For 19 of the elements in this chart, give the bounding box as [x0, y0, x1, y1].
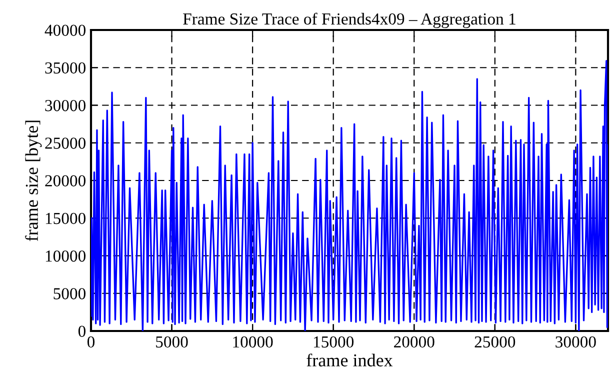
y-tick-label: 0 — [78, 326, 86, 337]
y-tick-label: 20000 — [45, 175, 86, 186]
x-axis-title: frame index — [306, 354, 393, 366]
x-tick-label: 30000 — [556, 336, 596, 348]
y-tick-label: 35000 — [45, 62, 86, 74]
x-tick-label: 5000 — [156, 336, 188, 348]
y-tick-label: 25000 — [45, 138, 86, 149]
x-tick-label: 0 — [87, 336, 95, 348]
x-tick-label: 10000 — [233, 336, 273, 348]
x-tick-label: 25000 — [474, 336, 516, 348]
x-tick-label: 20000 — [394, 336, 434, 348]
y-axis-title: frame size [byte] — [25, 120, 42, 242]
chart-title: Frame Size Trace of Friends4x09 – Aggregation 1 — [183, 12, 516, 28]
y-tick-label: 10000 — [46, 250, 86, 262]
y-tick-label: 40000 — [44, 24, 86, 36]
x-tick-label: 15000 — [314, 336, 354, 348]
y-tick-label: 30000 — [45, 100, 86, 112]
y-tick-label: 15000 — [46, 212, 86, 224]
y-tick-label: 5000 — [54, 288, 86, 300]
